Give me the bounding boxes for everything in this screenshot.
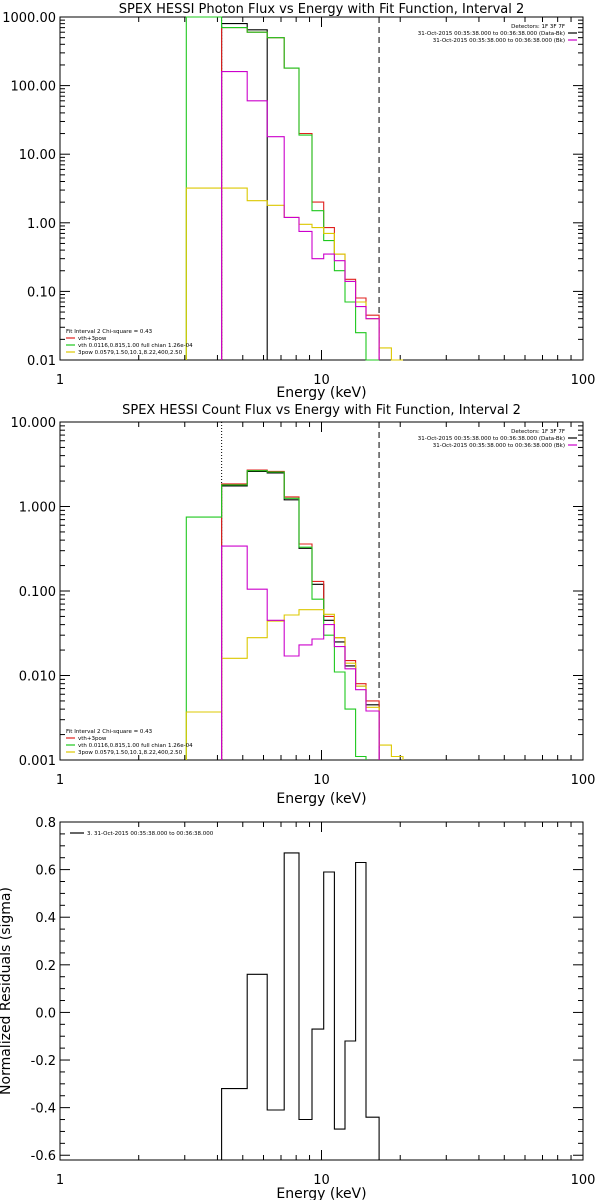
x-tick-label: 10 [313, 373, 330, 388]
y-tick-label: 0.6 [35, 864, 56, 879]
x-tick-label: 1 [56, 773, 64, 788]
y-tick-label: 0.4 [35, 911, 56, 926]
y-tick-label: 0.0 [35, 1006, 56, 1021]
series-thermal-histogram [185, 470, 367, 760]
x-tick-label: 1 [56, 373, 64, 388]
x-axis-label: Energy (keV) [276, 385, 366, 401]
y-tick-label: -0.2 [31, 1054, 56, 1069]
series-data-histogram [221, 852, 380, 1160]
chart-panel-3: Energy (keV) Normalized Residuals (sigma)… [0, 816, 595, 1200]
y-tick-label: 0.8 [35, 816, 56, 831]
y-axis-label: Normalized Residuals (sigma) [0, 887, 14, 1095]
chart-panel-1: SPEX HESSI Photon Flux vs Energy with Fi… [2, 2, 595, 401]
legend-bottom-entry: vth 0.0116,0.815,1.00 full chian 1.26e-0… [78, 743, 193, 749]
y-tick-label: 0.010 [19, 670, 56, 685]
y-tick-label: 1.000 [19, 501, 56, 516]
legend-bottom-entry: vth+3pow [78, 736, 107, 742]
y-tick-label: 1000.00 [2, 11, 56, 26]
legend-bottom-entry: Fit Interval 2 Chi-square = 0.43 [66, 329, 153, 335]
y-tick-label: 0.2 [35, 959, 56, 974]
plot-frame [59, 421, 584, 761]
y-tick-label: -0.6 [31, 1149, 56, 1164]
legend-bottom-entry: 3pow 0.0579,1.50,10.1,8.22,400,2.50 [78, 750, 183, 756]
x-tick-label: 10 [313, 773, 330, 788]
legend-bottom-entry: Fit Interval 2 Chi-square = 0.43 [66, 729, 153, 735]
x-tick-label: 1 [56, 1173, 64, 1188]
legend-top-entry: 31-Oct-2015 00:35:38.000 to 00:36:38.000… [418, 436, 565, 442]
y-tick-label: 0.001 [19, 754, 56, 769]
y-tick-label: -0.4 [31, 1102, 56, 1117]
y-tick-label: 0.100 [19, 585, 56, 600]
x-tick-label: 100 [571, 373, 596, 388]
series-magenta-histogram [221, 545, 380, 760]
legend-bottom-entry: vth 0.0116,0.815,1.00 full chian 1.26e-0… [78, 343, 193, 349]
legend-top-entry: 3. 31-Oct-2015 00:35:38.000 to 00:36:38.… [87, 831, 214, 837]
legend-top-entry: 31-Oct-2015 00:35:38.000 to 00:36:38.000… [418, 31, 565, 37]
chart-title: SPEX HESSI Count Flux vs Energy with Fit… [122, 403, 521, 418]
legend-top-entry: Detectors: 1F 3F 7F [511, 24, 565, 30]
series-powerlaw-histogram [185, 609, 404, 760]
chart-title: SPEX HESSI Photon Flux vs Energy with Fi… [119, 2, 525, 17]
legend-top-entry: 31-Oct-2015 00:35:38.000 to 00:36:38.000… [433, 38, 565, 44]
y-tick-label: 10.000 [11, 416, 57, 431]
series-powerlaw-histogram [185, 187, 403, 361]
y-tick-label: 100.00 [11, 80, 57, 95]
legend-bottom-entry: vth+3pow [78, 336, 107, 342]
legend-bottom-entry: 3pow 0.0579,1.50,10.1,8.22,400,2.50 [78, 350, 183, 356]
series-magenta-histogram [221, 71, 380, 360]
plot-frame [59, 16, 584, 361]
x-axis-label: Energy (keV) [276, 791, 366, 807]
legend-top-entry: 31-Oct-2015 00:35:38.000 to 00:36:38.000… [433, 443, 565, 449]
series-total-histogram [221, 469, 380, 760]
y-tick-label: 10.00 [19, 148, 56, 163]
x-axis-label: Energy (keV) [276, 1186, 366, 1200]
y-tick-label: 0.01 [27, 354, 56, 369]
plot-frame [59, 821, 584, 1161]
legend-top-entry: Detectors: 1F 3F 7F [511, 429, 565, 435]
x-tick-label: 10 [313, 1173, 330, 1188]
chart-panel-2: SPEX HESSI Count Flux vs Energy with Fit… [11, 403, 596, 807]
y-tick-label: 0.10 [27, 285, 56, 300]
y-tick-label: 1.00 [27, 217, 56, 232]
series-data-histogram [221, 23, 268, 360]
x-tick-label: 100 [571, 1173, 596, 1188]
x-tick-label: 100 [571, 773, 596, 788]
